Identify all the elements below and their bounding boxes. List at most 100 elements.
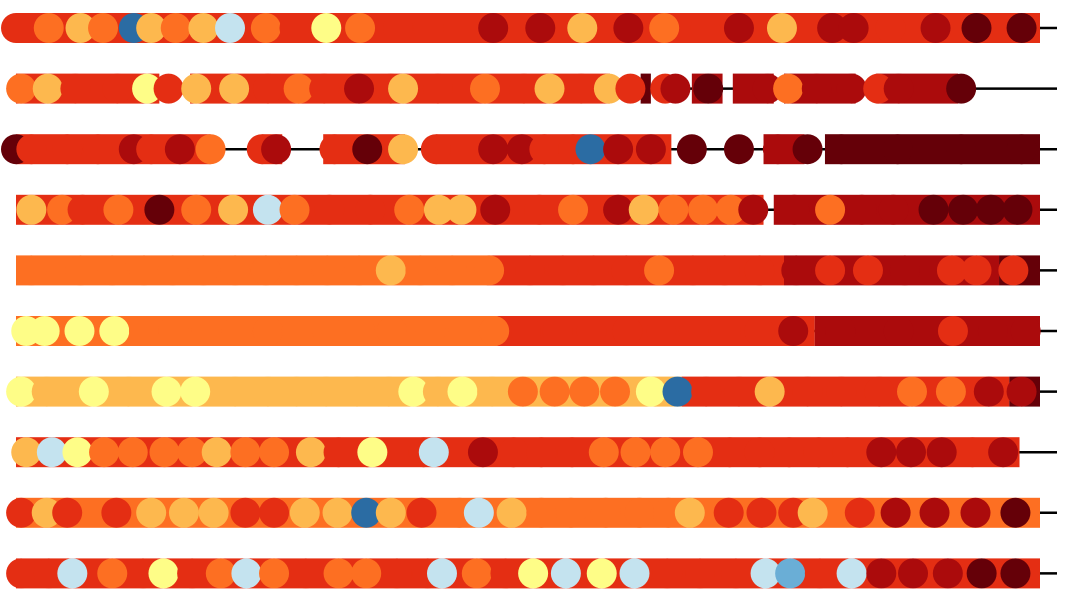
data-point	[644, 255, 675, 286]
data-point	[883, 73, 914, 104]
data-point	[198, 497, 229, 528]
data-point	[157, 255, 188, 286]
data-point	[102, 73, 133, 104]
data-point	[744, 437, 775, 468]
data-point	[151, 376, 182, 407]
data-point	[345, 316, 376, 346]
data-point	[33, 558, 64, 589]
data-point	[388, 134, 419, 165]
strip-row-9	[6, 497, 1057, 528]
data-point	[825, 316, 856, 346]
data-point	[168, 497, 199, 528]
data-point	[948, 194, 979, 225]
data-point	[132, 73, 163, 104]
data-point	[866, 558, 897, 589]
data-point	[344, 255, 375, 286]
data-point	[388, 73, 419, 104]
data-point	[461, 558, 492, 589]
data-point	[341, 376, 372, 407]
data-point	[78, 376, 109, 407]
data-point	[422, 376, 453, 407]
data-point	[878, 194, 909, 225]
data-point	[646, 316, 677, 346]
strip-row-3	[1, 134, 1057, 165]
data-point	[961, 255, 992, 286]
data-point	[1010, 316, 1041, 346]
strip-row-4	[16, 194, 1057, 225]
data-point	[558, 194, 589, 225]
data-point	[875, 13, 906, 43]
data-point	[926, 437, 957, 468]
data-point	[569, 376, 600, 407]
data-point	[792, 134, 823, 165]
data-point	[446, 194, 477, 225]
data-point	[797, 497, 828, 528]
data-point	[279, 194, 310, 225]
data-point	[588, 437, 619, 468]
data-point	[524, 194, 555, 225]
data-point	[160, 13, 191, 43]
data-point	[691, 376, 722, 407]
data-point	[619, 558, 650, 589]
data-point	[526, 497, 557, 528]
data-point	[804, 558, 835, 589]
dense-band	[640, 73, 651, 104]
data-point	[479, 316, 510, 346]
data-point	[889, 255, 920, 286]
data-point	[556, 497, 587, 528]
data-point	[658, 194, 689, 225]
data-point	[961, 13, 992, 43]
data-point	[382, 13, 413, 43]
data-point	[252, 316, 283, 346]
data-point	[690, 13, 721, 43]
data-point	[230, 437, 261, 468]
data-point	[474, 255, 505, 286]
data-point	[437, 255, 468, 286]
data-point	[957, 437, 988, 468]
data-point	[518, 558, 549, 589]
data-point	[250, 13, 281, 43]
data-point	[678, 316, 709, 346]
data-point	[542, 316, 573, 346]
data-point	[550, 558, 581, 589]
data-point	[259, 558, 290, 589]
data-point	[250, 255, 281, 286]
data-point	[936, 255, 967, 286]
data-point	[136, 134, 167, 165]
data-point	[191, 316, 222, 346]
data-point	[977, 316, 1008, 346]
data-point	[937, 316, 968, 346]
data-point	[557, 437, 588, 468]
data-point	[539, 376, 570, 407]
data-point	[252, 73, 283, 104]
data-point	[62, 437, 93, 468]
data-point	[16, 255, 47, 286]
data-point	[252, 376, 283, 407]
data-point	[117, 437, 148, 468]
data-point	[575, 134, 606, 165]
data-point	[16, 134, 47, 165]
data-point	[65, 255, 96, 286]
data-point	[714, 437, 745, 468]
data-point	[129, 316, 159, 346]
data-point	[897, 376, 927, 407]
data-point	[177, 558, 208, 589]
data-point	[36, 437, 67, 468]
data-point	[148, 558, 179, 589]
data-point	[99, 316, 130, 346]
data-point	[754, 376, 785, 407]
data-point	[57, 558, 88, 589]
data-point	[525, 13, 556, 43]
data-point	[510, 316, 541, 346]
data-point	[529, 134, 560, 165]
data-point	[477, 376, 508, 407]
data-point	[864, 376, 895, 407]
data-point	[792, 376, 823, 407]
data-point	[775, 558, 806, 589]
data-point	[846, 194, 877, 225]
data-point	[1000, 497, 1031, 528]
strip-row-6	[11, 316, 1057, 346]
data-point	[649, 13, 680, 43]
data-point	[375, 255, 406, 286]
